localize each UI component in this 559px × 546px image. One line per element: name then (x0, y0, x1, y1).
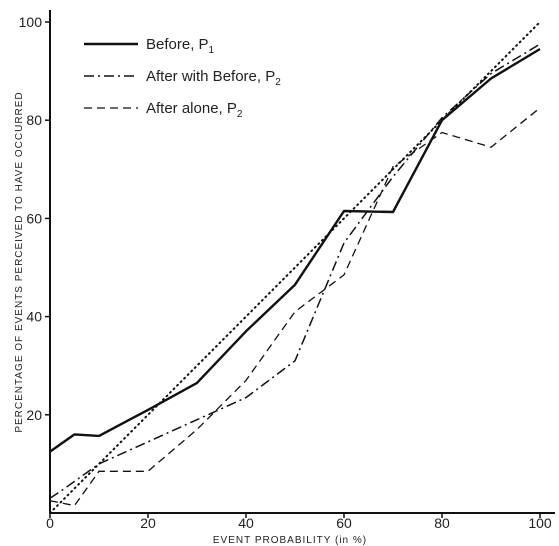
series-line-dashed (49, 107, 541, 507)
x-tick-label: 20 (140, 515, 156, 531)
y-tick-label: 40 (26, 309, 42, 325)
y-tick-label: 20 (26, 407, 42, 423)
x-tick-label: 40 (238, 515, 254, 531)
x-tick-label: 0 (46, 515, 54, 531)
legend-label: After alone, P2 (146, 100, 243, 120)
legend-label-name: Before, P (146, 36, 209, 53)
y-axis-title: PERCENTAGE OF EVENTS PERCEIVED TO HAVE O… (14, 91, 25, 432)
legend-label-name: After alone, P (146, 100, 237, 117)
y-tick-label: 60 (26, 210, 42, 226)
series-layer (49, 21, 541, 514)
legend-label: After with Before, P2 (146, 68, 281, 88)
x-tick-label: 100 (528, 515, 552, 531)
x-tick-label: 80 (434, 515, 450, 531)
ticks: 0 20 40 60 80 100 20 40 60 80 100 (19, 14, 552, 531)
legend-label-name: After with Before, P (146, 68, 275, 85)
legend-label: Before, P1 (146, 36, 215, 56)
y-tick-label: 100 (19, 14, 43, 30)
legend-label-subscript: 1 (209, 45, 215, 56)
series-line-dotted (49, 21, 541, 514)
x-axis-title: EVENT PROBABILITY (in %) (213, 535, 367, 546)
series-line-solid (49, 47, 541, 453)
y-tick-label: 80 (26, 112, 42, 128)
series-line-dashdot (49, 43, 541, 499)
legend-label-subscript: 2 (237, 109, 243, 120)
x-tick-label: 60 (336, 515, 352, 531)
axes (49, 10, 555, 514)
legend-label-subscript: 2 (275, 77, 281, 88)
